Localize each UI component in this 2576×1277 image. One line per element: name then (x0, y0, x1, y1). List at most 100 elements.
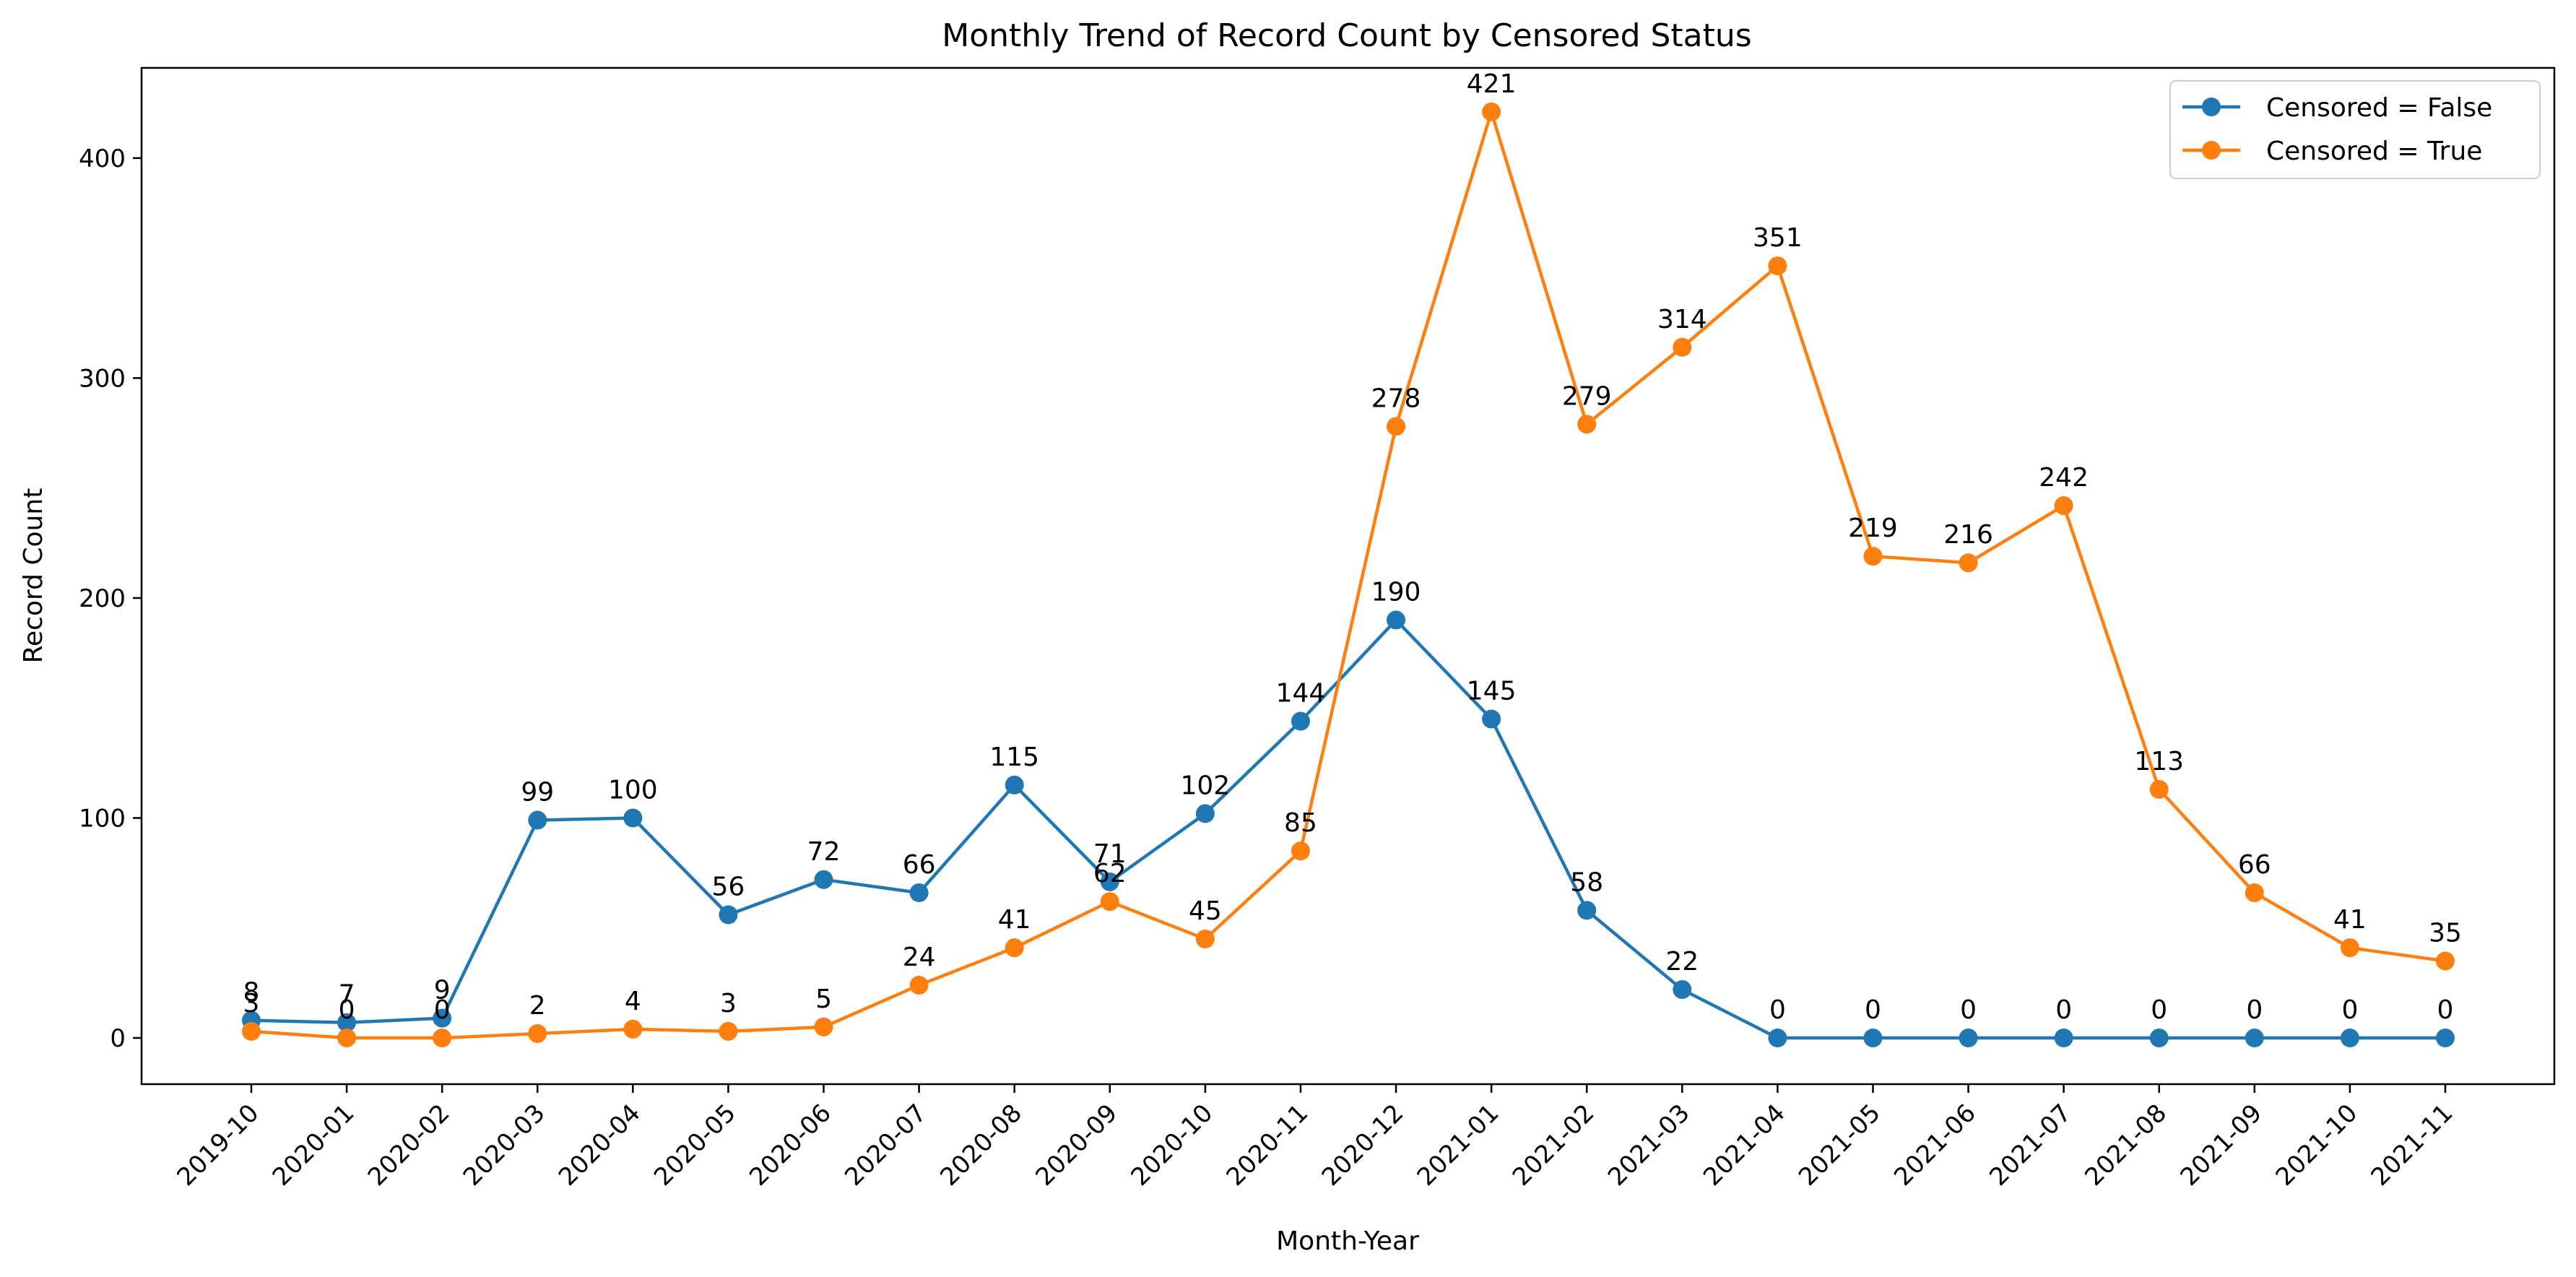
data-label-censored-true: 2 (529, 991, 546, 1021)
legend-marker-censored-true (2202, 141, 2221, 160)
data-point-censored-true (2436, 951, 2455, 971)
data-label-censored-false: 144 (1276, 679, 1326, 709)
data-point-censored-true (1195, 930, 1215, 948)
data-label-censored-true: 4 (625, 987, 641, 1016)
data-label-censored-true: 3 (720, 989, 737, 1018)
data-label-censored-true: 242 (2039, 463, 2089, 493)
data-label-censored-false: 190 (1371, 577, 1421, 607)
data-label-censored-false: 0 (1960, 995, 1977, 1025)
data-point-censored-false (1005, 775, 1024, 795)
legend-label-censored-false: Censored = False (2266, 93, 2492, 123)
x-tick-label: 2021-03 (1603, 1099, 1696, 1192)
data-point-censored-true (337, 1029, 357, 1048)
series-line-censored-false (251, 618, 2445, 1040)
data-point-censored-true (1291, 841, 1310, 861)
chart-title: Monthly Trend of Record Count by Censore… (942, 17, 1751, 54)
data-label-censored-false: 72 (807, 837, 841, 867)
data-point-censored-false (1387, 610, 1406, 630)
data-point-censored-true (1863, 547, 1883, 566)
x-tick-label: 2021-06 (1888, 1099, 1982, 1192)
data-point-censored-true (2054, 496, 2073, 516)
data-point-censored-false (719, 905, 738, 925)
x-tick-label: 2021-07 (1984, 1099, 2077, 1192)
data-label-censored-true: 219 (1848, 514, 1898, 543)
data-point-censored-true (1768, 256, 1787, 276)
data-point-censored-false (1291, 711, 1310, 731)
data-label-censored-true: 314 (1657, 305, 1707, 334)
data-label-censored-true: 24 (903, 943, 936, 972)
data-point-censored-false (2340, 1029, 2359, 1048)
data-point-censored-false (1195, 804, 1215, 823)
data-point-censored-true (909, 975, 929, 995)
x-tick-label: 2021-04 (1698, 1099, 1791, 1192)
data-label-censored-true: 41 (2333, 905, 2367, 935)
data-label-censored-true: 45 (1189, 896, 1222, 926)
data-point-censored-false (814, 870, 833, 889)
data-point-censored-false (1100, 872, 1119, 891)
data-point-censored-true (1100, 892, 1119, 912)
data-label-censored-false: 0 (2055, 995, 2072, 1025)
data-label-censored-false: 66 (903, 850, 936, 880)
data-point-censored-true (1005, 938, 1024, 958)
y-axis-label: Record Count (19, 488, 48, 664)
legend-item-censored-false: Censored = False (2182, 93, 2492, 123)
data-label-censored-false: 102 (1181, 771, 1231, 800)
x-tick-label: 2021-10 (2271, 1099, 2364, 1192)
data-point-censored-false (528, 810, 547, 830)
data-point-censored-false (2054, 1029, 2073, 1048)
data-label-censored-true: 35 (2429, 918, 2462, 948)
x-tick-label: 2020-06 (744, 1099, 837, 1192)
y-axis: 0 100 200 300 400 (79, 144, 142, 1053)
x-tick-label: 2020-03 (458, 1099, 551, 1192)
data-point-censored-false (909, 883, 929, 903)
series-layer (242, 102, 2455, 1048)
x-tick-label: 2020-07 (839, 1099, 932, 1192)
data-label-censored-false: 0 (2341, 995, 2358, 1025)
x-tick-label: 2019-10 (172, 1099, 265, 1192)
x-tick-label: 2020-08 (934, 1099, 1028, 1192)
data-point-censored-true (814, 1017, 833, 1036)
x-tick-label: 2020-05 (649, 1099, 742, 1192)
y-tick-label: 300 (79, 364, 126, 393)
data-label-censored-false: 71 (1093, 839, 1127, 869)
y-tick-label: 400 (79, 144, 126, 173)
data-point-censored-true (1577, 415, 1597, 434)
data-label-censored-false: 100 (608, 776, 658, 805)
data-point-censored-false (1768, 1029, 1787, 1048)
x-tick-label: 2020-10 (1125, 1099, 1218, 1192)
legend: Censored = False Censored = True (2169, 80, 2541, 179)
data-label-censored-false: 99 (521, 778, 554, 808)
data-label-censored-true: 216 (1943, 520, 1993, 550)
data-label-censored-false: 115 (989, 743, 1039, 772)
plot-area-frame (140, 66, 2556, 1086)
data-point-censored-true (1673, 337, 1692, 357)
x-tick-label: 2020-02 (363, 1099, 456, 1192)
data-label-censored-true: 66 (2238, 850, 2271, 880)
data-point-censored-true (623, 1019, 643, 1039)
x-tick-label: 2021-02 (1507, 1099, 1600, 1192)
data-label-censored-false: 7 (339, 980, 355, 1010)
data-point-censored-false (1673, 980, 1692, 1000)
legend-label-censored-true: Censored = True (2266, 137, 2482, 166)
data-point-censored-false (2149, 1029, 2169, 1048)
data-label-censored-false: 0 (1769, 995, 1786, 1025)
data-label-censored-true: 0 (339, 995, 355, 1025)
x-tick-label: 2021-01 (1412, 1099, 1505, 1192)
data-label-censored-false: 0 (2246, 995, 2263, 1025)
data-label-censored-false: 8 (243, 978, 260, 1008)
legend-box (2169, 80, 2541, 179)
x-tick-label: 2020-09 (1030, 1099, 1123, 1192)
legend-marker-censored-false (2202, 98, 2221, 116)
data-point-censored-false (1863, 1029, 1883, 1048)
y-tick-label: 200 (79, 584, 126, 613)
data-label-censored-true: 278 (1371, 384, 1421, 413)
data-label-censored-false: 22 (1665, 947, 1699, 977)
data-point-censored-true (242, 1021, 261, 1041)
data-point-censored-true (2245, 883, 2264, 903)
x-tick-label: 2021-05 (1793, 1099, 1886, 1192)
data-label-censored-false: 145 (1467, 676, 1517, 706)
data-label-censored-false: 56 (712, 873, 745, 902)
data-label-censored-true: 113 (2134, 747, 2184, 776)
